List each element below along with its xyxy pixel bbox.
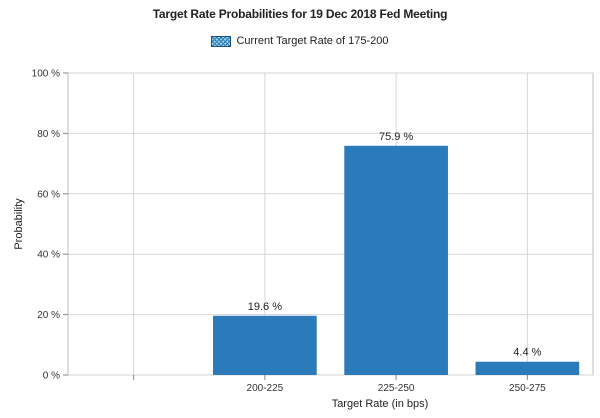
data-label: 4.4 % [513, 347, 541, 359]
data-label: 19.6 % [248, 301, 282, 313]
x-tick-label: 225-250 [378, 383, 415, 394]
data-labels: 19.6 % 75.9 % 4.4 % [248, 131, 542, 359]
legend: Current Target Rate of 175-200 [0, 35, 600, 47]
x-axis-title: Target Rate (in bps) [332, 398, 429, 410]
y-axis-title: Probability [13, 198, 25, 250]
x-tick-label: 200-225 [247, 383, 284, 394]
data-label: 75.9 % [379, 131, 413, 143]
plot-area [67, 72, 594, 376]
y-tick-label: 40 % [37, 250, 60, 261]
legend-label: Current Target Rate of 175-200 [236, 35, 389, 47]
y-tick-label: 0 % [43, 371, 60, 382]
x-axis: 200-225 225-250 250-275 [133, 375, 546, 394]
y-axis: 0 % 20 % 40 % 60 % 80 % 100 % [32, 69, 68, 382]
y-tick-label: 100 % [32, 69, 60, 80]
legend-swatch [211, 35, 232, 47]
bars [213, 145, 580, 375]
bar [213, 315, 317, 375]
y-tick-label: 20 % [37, 310, 60, 321]
y-tick-label: 60 % [37, 189, 60, 200]
y-tick-label: 80 % [37, 129, 60, 140]
chart-title: Target Rate Probabilities for 19 Dec 201… [152, 7, 448, 21]
x-tick-label: 250-275 [509, 383, 546, 394]
bar [344, 145, 448, 375]
bar [475, 361, 580, 375]
